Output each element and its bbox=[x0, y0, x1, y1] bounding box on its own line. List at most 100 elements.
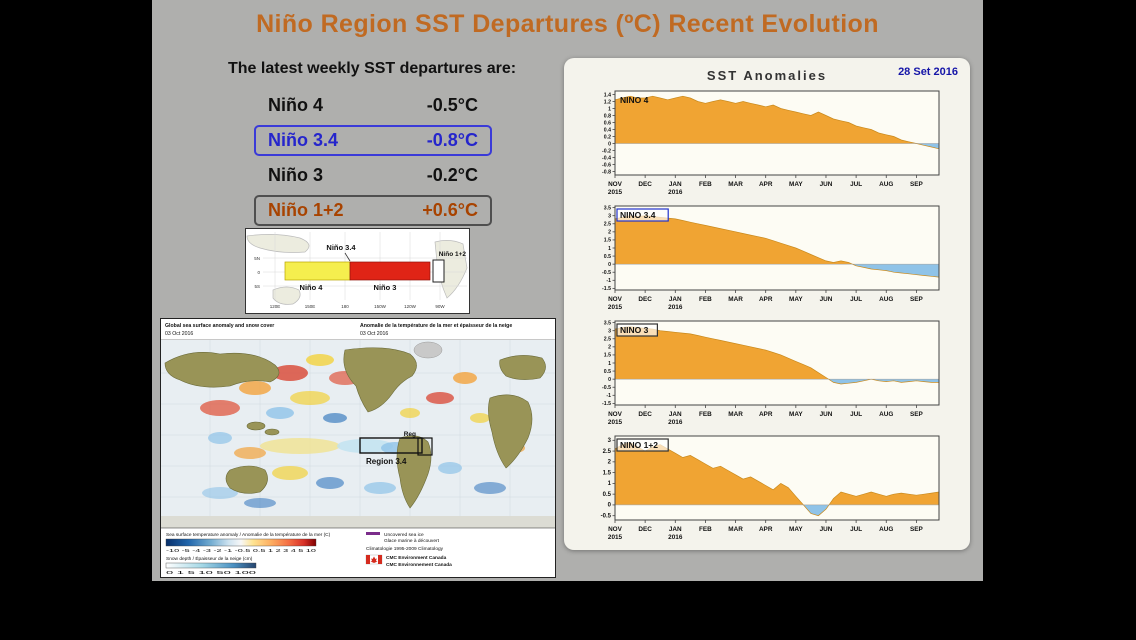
svg-text:FEB: FEB bbox=[699, 296, 712, 303]
departure-row-nino34: Niño 3.4 -0.8°C bbox=[254, 125, 492, 156]
svg-text:JUL: JUL bbox=[850, 526, 862, 533]
departure-value: -0.5°C bbox=[426, 95, 478, 115]
map-header-title-fr: Anomalie de la température de la mer et … bbox=[360, 323, 512, 329]
map-region12-label: Reg bbox=[404, 431, 416, 438]
svg-text:-0.2: -0.2 bbox=[602, 148, 611, 154]
departure-label: Niño 1+2 bbox=[268, 200, 344, 220]
svg-text:-1.5: -1.5 bbox=[602, 286, 611, 292]
svg-text:2: 2 bbox=[608, 460, 612, 466]
svg-text:2016: 2016 bbox=[668, 419, 683, 426]
svg-text:NOV: NOV bbox=[608, 296, 623, 303]
svg-text:0: 0 bbox=[608, 141, 611, 147]
svg-text:0: 0 bbox=[608, 377, 611, 383]
departure-label: Niño 3.4 bbox=[268, 130, 339, 150]
svg-text:1.5: 1.5 bbox=[604, 353, 611, 359]
sst-charts-container: 1.4 1.2 1 0.8 0.6 0.4 0.2 0 -0.2 -0.4 -0.6 -0.8 NOV D… bbox=[564, 86, 970, 546]
svg-text:APR: APR bbox=[759, 526, 773, 533]
svg-text:3.5: 3.5 bbox=[604, 320, 611, 326]
svg-text:0: 0 bbox=[608, 503, 612, 509]
nino3-map-label: Niño 3 bbox=[374, 283, 397, 292]
credit-en: CMC Environment Canada bbox=[386, 555, 447, 561]
map-region12-box bbox=[417, 437, 433, 456]
svg-text:5S: 5S bbox=[254, 284, 260, 289]
svg-text:2016: 2016 bbox=[668, 189, 683, 196]
legend-climatology: Climatologie 1995-2009 Climatology bbox=[366, 546, 444, 552]
sst-anomaly-blobs bbox=[200, 350, 525, 508]
svg-text:1.5: 1.5 bbox=[604, 238, 611, 244]
credit-fr: CMC Environnement Canada bbox=[386, 562, 452, 568]
panel-title: SST Anomalies bbox=[706, 68, 828, 83]
nino-regions-locator-map: Niño 3.4 Niño 4 Niño 3 Niño 1+2 120E 150… bbox=[245, 228, 470, 314]
svg-text:150W: 150W bbox=[374, 304, 387, 309]
svg-text:MAR: MAR bbox=[728, 181, 743, 188]
svg-text:5N: 5N bbox=[254, 256, 260, 261]
legend-snow-label: Snow depth / Épaisseur de la neige (cm) bbox=[166, 555, 253, 562]
map-antarctica bbox=[161, 516, 555, 528]
svg-text:DEC: DEC bbox=[638, 296, 652, 303]
svg-text:-0.5: -0.5 bbox=[602, 385, 611, 391]
svg-text:JUN: JUN bbox=[820, 411, 833, 418]
chart-nino-3: 3.5 3 2.5 2 1.5 1 0.5 0 -0.5 -1 -1.5 NOV DEC JAN FEB MA… bbox=[602, 320, 940, 426]
map-region34-box bbox=[359, 437, 423, 454]
svg-text:JUN: JUN bbox=[820, 181, 833, 188]
svg-text:90W: 90W bbox=[435, 304, 445, 309]
svg-text:1.4: 1.4 bbox=[604, 92, 611, 98]
svg-text:JAN: JAN bbox=[669, 411, 682, 418]
svg-text:DEC: DEC bbox=[638, 411, 652, 418]
chart-series-label: NINO 4 bbox=[620, 95, 649, 105]
svg-text:0.5: 0.5 bbox=[603, 492, 612, 498]
svg-text:DEC: DEC bbox=[638, 181, 652, 188]
locator-x-axis-labels: 120E 150E 180 150W 120W 90W bbox=[270, 304, 446, 309]
svg-text:120W: 120W bbox=[404, 304, 417, 309]
svg-text:-1.5: -1.5 bbox=[602, 401, 611, 407]
svg-text:APR: APR bbox=[759, 296, 773, 303]
chart-series-label: NINO 3.4 bbox=[620, 210, 656, 220]
svg-text:MAY: MAY bbox=[789, 526, 803, 533]
legend-ice-en: Uncovered sea ice bbox=[384, 532, 424, 538]
departure-row-nino12: Niño 1+2 +0.6°C bbox=[254, 195, 492, 226]
svg-text:0.5: 0.5 bbox=[604, 254, 611, 260]
svg-text:-0.4: -0.4 bbox=[602, 155, 611, 161]
svg-text:NOV: NOV bbox=[608, 181, 623, 188]
svg-text:2016: 2016 bbox=[668, 304, 683, 311]
svg-text:0.6: 0.6 bbox=[604, 120, 611, 126]
svg-text:FEB: FEB bbox=[699, 526, 712, 533]
svg-text:0.8: 0.8 bbox=[604, 113, 611, 119]
svg-text:3: 3 bbox=[608, 213, 611, 219]
svg-text:SEP: SEP bbox=[910, 411, 924, 418]
svg-text:3: 3 bbox=[608, 328, 611, 334]
svg-text:2015: 2015 bbox=[608, 189, 623, 196]
svg-text:SEP: SEP bbox=[910, 181, 924, 188]
svg-text:2015: 2015 bbox=[608, 304, 623, 311]
svg-text:AUG: AUG bbox=[879, 411, 893, 418]
svg-text:SEP: SEP bbox=[910, 296, 924, 303]
svg-text:1: 1 bbox=[608, 106, 611, 112]
nino3-region-box bbox=[349, 261, 431, 281]
departure-row-nino3: Niño 3 -0.2°C bbox=[254, 160, 492, 191]
svg-text:1: 1 bbox=[608, 361, 611, 367]
sst-colorbar bbox=[165, 538, 317, 547]
svg-text:-0.6: -0.6 bbox=[602, 162, 611, 168]
svg-text:1: 1 bbox=[608, 246, 611, 252]
svg-text:-0.5: -0.5 bbox=[601, 513, 612, 519]
nino12-map-label: Niño 1+2 bbox=[439, 251, 467, 258]
map-header-date-fr: 03 Oct 2016 bbox=[360, 331, 388, 337]
chart-series-label: NINO 1+2 bbox=[620, 440, 658, 450]
svg-text:2015: 2015 bbox=[608, 534, 623, 541]
svg-text:JUN: JUN bbox=[820, 296, 833, 303]
svg-text:AUG: AUG bbox=[879, 296, 893, 303]
svg-text:JUL: JUL bbox=[850, 181, 862, 188]
map-continents bbox=[164, 347, 546, 509]
svg-text:2.5: 2.5 bbox=[603, 449, 612, 455]
svg-text:FEB: FEB bbox=[699, 411, 712, 418]
svg-text:AUG: AUG bbox=[879, 526, 893, 533]
svg-text:2: 2 bbox=[608, 345, 611, 351]
svg-text:0.2: 0.2 bbox=[604, 134, 611, 140]
svg-text:0.4: 0.4 bbox=[604, 127, 611, 133]
svg-text:SEP: SEP bbox=[910, 526, 924, 533]
departure-label: Niño 4 bbox=[268, 95, 324, 115]
svg-text:MAR: MAR bbox=[728, 296, 743, 303]
presentation-slide: Niño Region SST Departures (ºC) Recent E… bbox=[152, 0, 983, 581]
svg-text:120E: 120E bbox=[270, 304, 281, 309]
slide-title: Niño Region SST Departures (ºC) Recent E… bbox=[256, 10, 879, 38]
